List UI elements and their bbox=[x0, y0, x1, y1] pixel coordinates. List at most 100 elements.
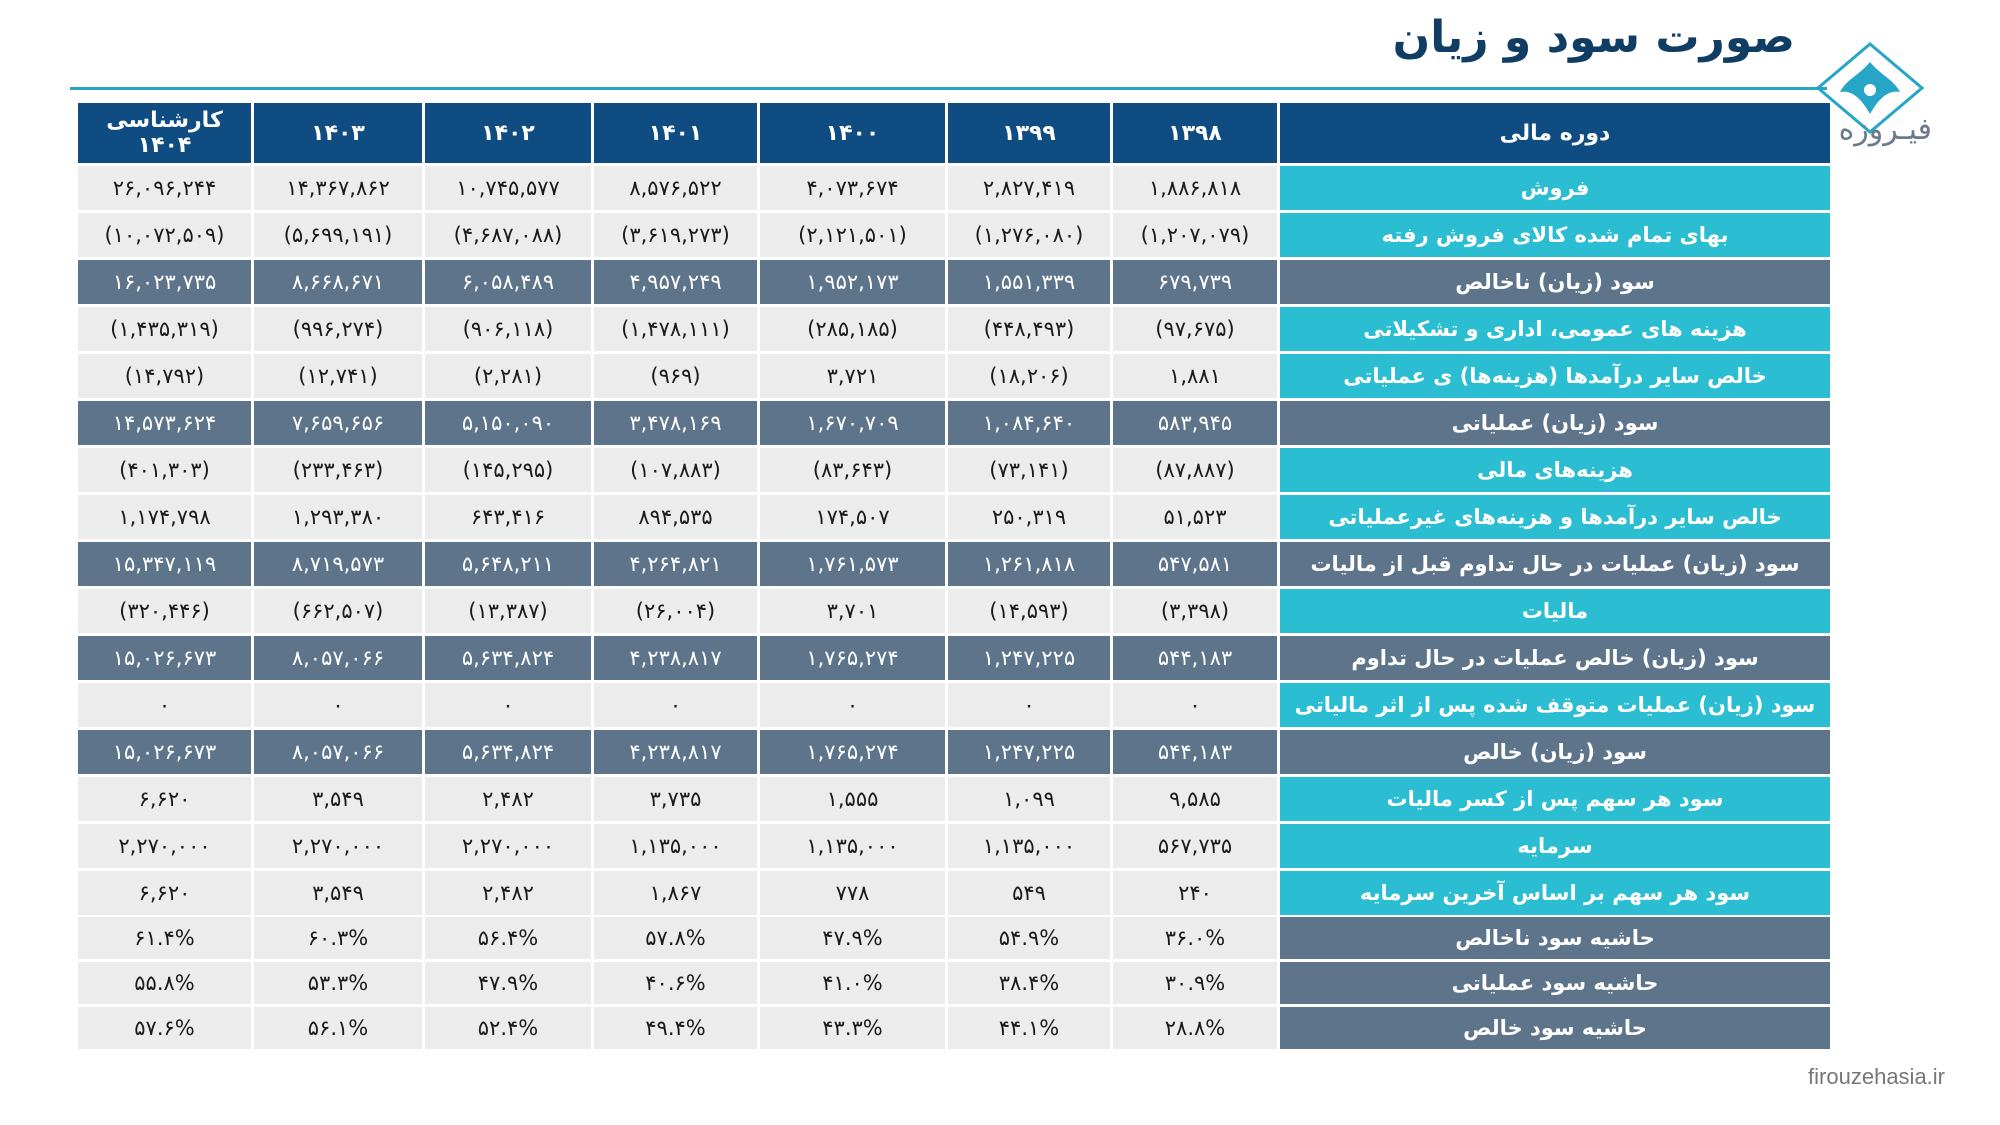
value-cell: (۳,۶۱۹,۲۷۳) bbox=[594, 213, 757, 257]
value-cell: ۳,۵۴۹ bbox=[254, 777, 422, 821]
value-cell: ۵۶۷,۷۳۵ bbox=[1113, 824, 1277, 868]
value-cell: ۳,۵۴۹ bbox=[254, 871, 422, 915]
value-cell: ۴۳.۳% bbox=[760, 1007, 945, 1049]
year-header: ۱۴۰۳ bbox=[254, 103, 422, 163]
value-cell: ۵۴۹ bbox=[948, 871, 1110, 915]
value-cell: ۴,۹۵۷,۲۴۹ bbox=[594, 260, 757, 304]
footer-url: firouzehasia.ir bbox=[1808, 1064, 1945, 1089]
logo-wordmark: فیـروزه bbox=[1838, 112, 1932, 147]
firouzeh-logo-icon bbox=[1815, 42, 1925, 134]
value-cell: (۱,۴۳۵,۳۱۹) bbox=[78, 307, 251, 351]
value-cell: ۱۴,۳۶۷,۸۶۲ bbox=[254, 166, 422, 210]
value-cell: (۲۶,۰۰۴) bbox=[594, 589, 757, 633]
row-label: سود (زیان) خالص bbox=[1280, 730, 1830, 774]
margin-row: ۶۱.۴% ۶۰.۳% ۵۶.۴% ۵۷.۸% ۴۷.۹% ۵۴.۹% ۳۶.۰% حاشیه… bbox=[78, 917, 1830, 959]
value-cell: ۲,۸۲۷,۴۱۹ bbox=[948, 166, 1110, 210]
value-cell: ۳۸.۴% bbox=[948, 962, 1110, 1004]
value-cell: ۳۶.۰% bbox=[1113, 917, 1277, 959]
margin-row: ۵۷.۶% ۵۶.۱% ۵۲.۴% ۴۹.۴% ۴۳.۳% ۴۴.۱% ۲۸.۸% حاشیه… bbox=[78, 1007, 1830, 1049]
value-cell: ۲۴۰ bbox=[1113, 871, 1277, 915]
value-cell: ۲۶,۰۹۶,۲۴۴ bbox=[78, 166, 251, 210]
value-cell: ۸۹۴,۵۳۵ bbox=[594, 495, 757, 539]
value-cell: ۱,۶۷۰,۷۰۹ bbox=[760, 401, 945, 445]
value-cell: ۵۱,۵۲۳ bbox=[1113, 495, 1277, 539]
value-cell: ۱۷۴,۵۰۷ bbox=[760, 495, 945, 539]
value-cell: ۵۶.۴% bbox=[425, 917, 591, 959]
value-cell: ۵۸۳,۹۴۵ bbox=[1113, 401, 1277, 445]
year-header: ۱۳۹۸ bbox=[1113, 103, 1277, 163]
value-cell: ۳,۷۳۵ bbox=[594, 777, 757, 821]
value-cell: ۲,۲۷۰,۰۰۰ bbox=[254, 824, 422, 868]
value-cell: ۶۱.۴% bbox=[78, 917, 251, 959]
table-row: ۱۶,۰۲۳,۷۳۵ ۸,۶۶۸,۶۷۱ ۶,۰۵۸,۴۸۹ ۴,۹۵۷,۲۴۹ ۱,۹… bbox=[78, 260, 1830, 304]
table-row: ۶,۶۲۰ ۳,۵۴۹ ۲,۴۸۲ ۱,۸۶۷ ۷۷۸ ۵۴۹ ۲۴۰ سود هر سهم … bbox=[78, 871, 1830, 915]
value-cell: ۲۸.۸% bbox=[1113, 1007, 1277, 1049]
value-cell: ۱,۲۹۳,۳۸۰ bbox=[254, 495, 422, 539]
value-cell: ۳,۷۰۱ bbox=[760, 589, 945, 633]
table-row: ۱۴,۵۷۳,۶۲۴ ۷,۶۵۹,۶۵۶ ۵,۱۵۰,۰۹۰ ۳,۴۷۸,۱۶۹ ۱,۶… bbox=[78, 401, 1830, 445]
value-cell: (۲۳۳,۴۶۳) bbox=[254, 448, 422, 492]
value-cell: ۰ bbox=[948, 683, 1110, 727]
value-cell: ۸,۷۱۹,۵۷۳ bbox=[254, 542, 422, 586]
row-label: خالص سایر درآمدها (هزینه‌ها) ی عملیاتی bbox=[1280, 354, 1830, 398]
row-label: هزینه‌های مالی bbox=[1280, 448, 1830, 492]
value-cell: ۱,۰۹۹ bbox=[948, 777, 1110, 821]
value-cell: ۱۵,۳۴۷,۱۱۹ bbox=[78, 542, 251, 586]
value-cell: (۴۰۱,۳۰۳) bbox=[78, 448, 251, 492]
value-cell: ۰ bbox=[254, 683, 422, 727]
value-cell: (۹۶۹) bbox=[594, 354, 757, 398]
value-cell: ۵۵.۸% bbox=[78, 962, 251, 1004]
row-label: هزینه های عمومی، اداری و تشکیلاتی bbox=[1280, 307, 1830, 351]
value-cell: ۴۰.۶% bbox=[594, 962, 757, 1004]
value-cell: (۱۴۵,۲۹۵) bbox=[425, 448, 591, 492]
value-cell: (۹۹۶,۲۷۴) bbox=[254, 307, 422, 351]
value-cell: ۱۵,۰۲۶,۶۷۳ bbox=[78, 636, 251, 680]
value-cell: ۲,۲۷۰,۰۰۰ bbox=[78, 824, 251, 868]
value-cell: ۱۶,۰۲۳,۷۳۵ bbox=[78, 260, 251, 304]
row-label: سود (زیان) عملیاتی bbox=[1280, 401, 1830, 445]
value-cell: ۴,۲۳۸,۸۱۷ bbox=[594, 730, 757, 774]
row-label: فروش bbox=[1280, 166, 1830, 210]
table-row: ۱۵,۰۲۶,۶۷۳ ۸,۰۵۷,۰۶۶ ۵,۶۳۴,۸۲۴ ۴,۲۳۸,۸۱۷ ۱,۷… bbox=[78, 730, 1830, 774]
income-statement-table: کارشناسی ۱۴۰۴ ۱۴۰۳ ۱۴۰۲ ۱۴۰۱ ۱۴۰۰ ۱۳۹۹ ۱… bbox=[75, 100, 1833, 918]
page-title: صورت سود و زیان bbox=[1392, 12, 1795, 63]
row-label: حاشیه سود ناخالص bbox=[1280, 917, 1830, 959]
value-cell: (۱,۴۷۸,۱۱۱) bbox=[594, 307, 757, 351]
value-cell: ۵,۱۵۰,۰۹۰ bbox=[425, 401, 591, 445]
value-cell: ۲,۲۷۰,۰۰۰ bbox=[425, 824, 591, 868]
table-row: (۱۴,۷۹۲) (۱۲,۷۴۱) (۲,۲۸۱) (۹۶۹) ۳,۷۲۱ (۱۸,۲۰۶… bbox=[78, 354, 1830, 398]
value-cell: ۱,۸۸۱ bbox=[1113, 354, 1277, 398]
value-cell: ۵۴۴,۱۸۳ bbox=[1113, 730, 1277, 774]
value-cell: ۰ bbox=[1113, 683, 1277, 727]
table-row: ۶,۶۲۰ ۳,۵۴۹ ۲,۴۸۲ ۳,۷۳۵ ۱,۵۵۵ ۱,۰۹۹ ۹,۵۸۵ سود ه… bbox=[78, 777, 1830, 821]
value-cell: (۱۰,۰۷۲,۵۰۹) bbox=[78, 213, 251, 257]
value-cell: ۰ bbox=[760, 683, 945, 727]
value-cell: (۹۰۶,۱۱۸) bbox=[425, 307, 591, 351]
value-cell: ۱,۵۵۵ bbox=[760, 777, 945, 821]
value-cell: (۲۸۵,۱۸۵) bbox=[760, 307, 945, 351]
value-cell: ۴,۲۳۸,۸۱۷ bbox=[594, 636, 757, 680]
value-cell: ۲,۴۸۲ bbox=[425, 777, 591, 821]
value-cell: ۵,۶۳۴,۸۲۴ bbox=[425, 636, 591, 680]
value-cell: ۲,۴۸۲ bbox=[425, 871, 591, 915]
value-cell: ۱,۰۸۴,۶۴۰ bbox=[948, 401, 1110, 445]
value-cell: ۳,۴۷۸,۱۶۹ bbox=[594, 401, 757, 445]
table-row: (۳۲۰,۴۴۶) (۶۶۲,۵۰۷) (۱۳,۳۸۷) (۲۶,۰۰۴) ۳,۷۰۱(… bbox=[78, 589, 1830, 633]
value-cell: ۴۷.۹% bbox=[760, 917, 945, 959]
value-cell: ۵۴۴,۱۸۳ bbox=[1113, 636, 1277, 680]
value-cell: (۱۰۷,۸۸۳) bbox=[594, 448, 757, 492]
value-cell: ۵۴۷,۵۸۱ bbox=[1113, 542, 1277, 586]
row-label: حاشیه سود خالص bbox=[1280, 1007, 1830, 1049]
row-label: سود هر سهم بر اساس آخرین سرمایه bbox=[1280, 871, 1830, 915]
value-cell: ۱,۸۶۷ bbox=[594, 871, 757, 915]
value-cell: (۱۴,۵۹۳) bbox=[948, 589, 1110, 633]
table-row: ۱۵,۳۴۷,۱۱۹ ۸,۷۱۹,۵۷۳ ۵,۶۴۸,۲۱۱ ۴,۲۶۴,۸۲۱ ۱,۷… bbox=[78, 542, 1830, 586]
table-row: (۱۰,۰۷۲,۵۰۹) (۵,۶۹۹,۱۹۱) (۴,۶۸۷,۰۸۸) (۳,۶۱۹… bbox=[78, 213, 1830, 257]
table-row: ۱,۱۷۴,۷۹۸ ۱,۲۹۳,۳۸۰ ۶۴۳,۴۱۶ ۸۹۴,۵۳۵ ۱۷۴,۵۰۷ ۲… bbox=[78, 495, 1830, 539]
value-cell: ۴,۰۷۳,۶۷۴ bbox=[760, 166, 945, 210]
table-row: ۲۶,۰۹۶,۲۴۴ ۱۴,۳۶۷,۸۶۲ ۱۰,۷۴۵,۵۷۷ ۸,۵۷۶,۵۲۲ ۴… bbox=[78, 166, 1830, 210]
value-cell: ۷,۶۵۹,۶۵۶ bbox=[254, 401, 422, 445]
value-cell: (۱۸,۲۰۶) bbox=[948, 354, 1110, 398]
table-row: (۴۰۱,۳۰۳) (۲۳۳,۴۶۳) (۱۴۵,۲۹۵) (۱۰۷,۸۸۳) (۸۳,… bbox=[78, 448, 1830, 492]
value-cell: ۸,۶۶۸,۶۷۱ bbox=[254, 260, 422, 304]
